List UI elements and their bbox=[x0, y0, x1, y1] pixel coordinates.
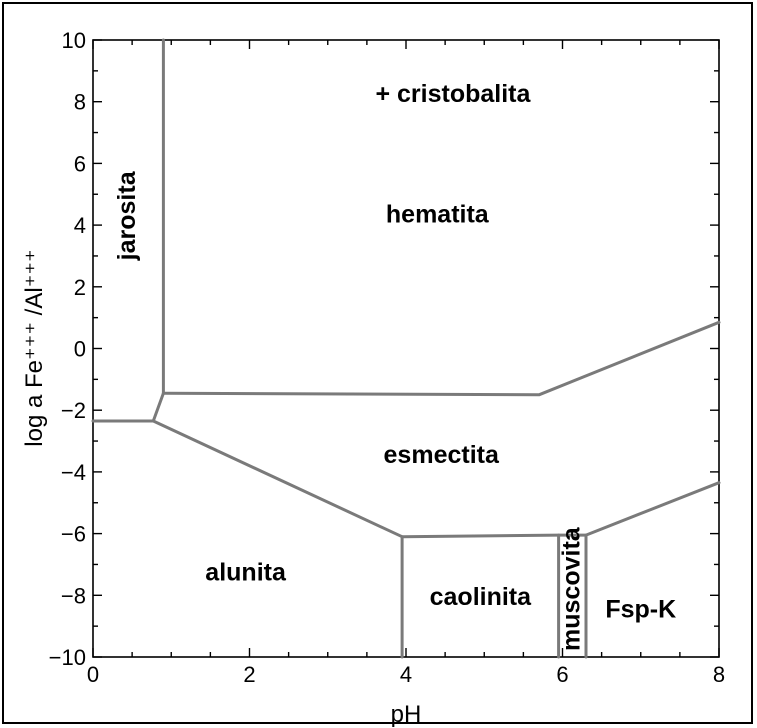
y-tick-label: −2 bbox=[61, 398, 86, 423]
phase-boundary-line bbox=[161, 320, 721, 397]
region-label: Fsp-K bbox=[605, 595, 676, 623]
x-tick-label: 6 bbox=[556, 662, 568, 687]
y-axis-label: log a Fe⁺⁺⁺ /Al⁺⁺⁺ bbox=[21, 249, 48, 446]
y-tick-label: −4 bbox=[61, 460, 86, 485]
region-label: muscovita bbox=[557, 526, 585, 651]
region-labels: + cristobalita hematita jarosita esmectita a… bbox=[113, 80, 676, 651]
x-axis-label: pH bbox=[391, 701, 422, 728]
region-label: hematita bbox=[386, 200, 490, 228]
x-tick-label: 4 bbox=[400, 662, 412, 687]
region-label: + cristobalita bbox=[375, 80, 531, 108]
y-tick-label: 2 bbox=[74, 275, 86, 300]
region-label: esmectita bbox=[384, 441, 500, 469]
y-tick-label: −10 bbox=[49, 645, 86, 670]
axis-ticks: 0 2 4 6 8 −10 −8 −6 −4 −2 0 2 4 6 8 10 bbox=[49, 28, 725, 687]
boundary-lines bbox=[91, 38, 721, 659]
phase-boundary-line bbox=[151, 419, 721, 539]
y-tick-label: 8 bbox=[74, 90, 86, 115]
x-tick-label: 8 bbox=[713, 662, 725, 687]
y-tick-label: 6 bbox=[74, 151, 86, 176]
y-tick-label: 0 bbox=[74, 337, 86, 362]
x-tick-label: 2 bbox=[243, 662, 255, 687]
x-tick-label: 0 bbox=[87, 662, 99, 687]
y-tick-label: −6 bbox=[61, 522, 86, 547]
region-label: jarosita bbox=[113, 170, 141, 261]
region-label: caolinita bbox=[430, 583, 533, 611]
phase-boundary-line bbox=[151, 391, 165, 423]
y-tick-label: 4 bbox=[74, 213, 86, 238]
y-tick-label: 10 bbox=[62, 28, 86, 53]
plot-area-border bbox=[92, 39, 720, 658]
region-label: alunita bbox=[205, 558, 287, 586]
y-tick-label: −8 bbox=[61, 583, 86, 608]
